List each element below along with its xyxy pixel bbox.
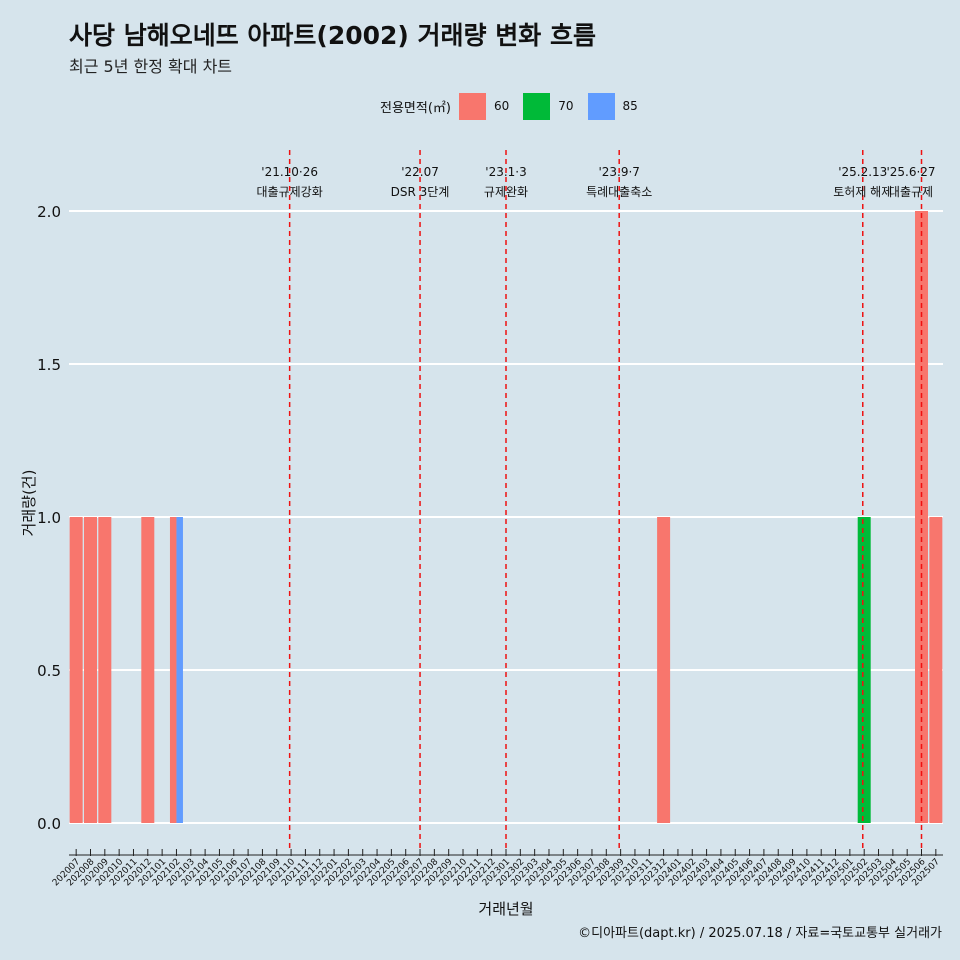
legend-swatch-70	[523, 92, 551, 120]
event-name-label: 규제완화	[484, 185, 528, 199]
legend-label-85: 85	[622, 99, 638, 113]
event-name-label: 토허제 해제	[833, 185, 892, 199]
bar-202007-60	[69, 517, 83, 823]
bar-202008-60	[83, 517, 97, 823]
bar-202506-60	[915, 211, 929, 823]
bar-202102-60	[169, 517, 177, 823]
event-date-label: '22.07	[401, 165, 439, 179]
bars	[69, 211, 943, 823]
grid-lines	[69, 210, 943, 824]
event-name-label: 특례대출축소	[586, 185, 652, 199]
y-axis-label: 거래량(건)	[20, 470, 38, 537]
event-date-label: '23.9·7	[598, 165, 639, 179]
annotations: '21.10·26 대출규제강화 '22.07 DSR 3단계 '23.1·3 규제완화 '…	[257, 150, 936, 852]
source-caption: ©디아파트(dapt.kr) / 2025.07.18 / 자료=국토교통부 실…	[578, 926, 942, 941]
y-axis: 0.0 0.5 1.0 1.5 2.0	[37, 203, 61, 833]
x-axis-label: 거래년월	[478, 900, 533, 918]
chart-subtitle: 최근 5년 한정 확대 차트	[69, 57, 233, 76]
y-tick-label: 1.0	[37, 509, 61, 527]
event-name-label: 대출규제	[889, 185, 933, 199]
y-tick-label: 2.0	[37, 203, 61, 221]
bar-202507-60	[929, 517, 943, 823]
y-tick-label: 0.0	[37, 815, 61, 833]
bar-202502-70	[857, 517, 871, 823]
y-tick-label: 1.5	[37, 356, 61, 374]
event-date-label: '21.10·26	[261, 165, 318, 179]
event-date-label: '25.2.13	[838, 165, 887, 179]
event-date-label: '23.1·3	[485, 165, 526, 179]
bar-202009-60	[98, 517, 112, 823]
legend: 전용면적(㎡) 60 70 85	[380, 92, 652, 120]
legend-title: 전용면적(㎡)	[380, 100, 451, 116]
legend-label-70: 70	[558, 99, 574, 113]
event-name-label: DSR 3단계	[391, 185, 450, 199]
legend-swatch-60	[458, 92, 486, 120]
x-axis: 2020072020082020092020102020112020122021…	[51, 849, 943, 888]
chart-title: 사당 남해오네뜨 아파트(2002) 거래량 변화 흐름	[69, 21, 596, 50]
legend-swatch-85	[587, 92, 615, 120]
bar-202312-60	[657, 517, 671, 823]
bar-202102-85	[176, 517, 183, 823]
event-date-label: '25.6·27	[886, 165, 935, 179]
bar-202012-60	[141, 517, 155, 823]
legend-label-60: 60	[493, 99, 510, 113]
event-name-label: 대출규제강화	[257, 185, 323, 199]
y-tick-label: 0.5	[37, 662, 61, 680]
